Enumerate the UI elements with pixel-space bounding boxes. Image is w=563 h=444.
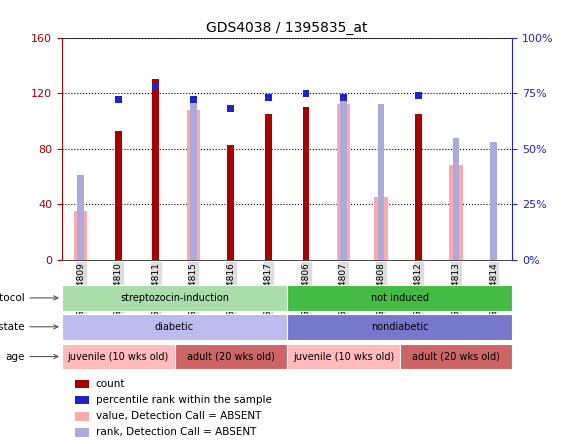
Text: value, Detection Call = ABSENT: value, Detection Call = ABSENT (96, 411, 261, 421)
Bar (227, 145, 234, 260)
Bar (287, 285, 512, 311)
Text: count: count (96, 379, 125, 389)
Bar (227, 105, 234, 112)
Bar (378, 104, 385, 260)
Text: percentile rank within the sample: percentile rank within the sample (96, 395, 271, 405)
Text: not induced: not induced (370, 293, 429, 303)
Text: GSM174808: GSM174808 (377, 262, 386, 317)
Bar (302, 90, 309, 97)
Bar (287, 314, 512, 340)
Text: rank, Detection Call = ABSENT: rank, Detection Call = ABSENT (96, 427, 256, 437)
Bar (75, 396, 89, 404)
Text: GSM174806: GSM174806 (301, 262, 310, 317)
Bar (77, 175, 84, 260)
Bar (153, 79, 159, 260)
Bar (115, 96, 122, 103)
Text: GSM174813: GSM174813 (452, 262, 461, 317)
Text: GSM174807: GSM174807 (339, 262, 348, 317)
Bar (265, 114, 272, 260)
Bar (153, 83, 159, 90)
Bar (337, 104, 350, 260)
Text: GSM174815: GSM174815 (189, 262, 198, 317)
Text: GSM174810: GSM174810 (114, 262, 123, 317)
Text: nondiabetic: nondiabetic (371, 322, 428, 332)
Bar (340, 100, 347, 260)
Bar (287, 344, 400, 369)
Bar (187, 110, 200, 260)
Bar (265, 94, 272, 101)
Bar (415, 92, 422, 99)
Text: adult (20 wks old): adult (20 wks old) (412, 352, 500, 361)
Bar (302, 107, 309, 260)
Bar (374, 197, 387, 260)
Bar (75, 380, 89, 388)
Bar (115, 131, 122, 260)
Text: streptozocin-induction: streptozocin-induction (120, 293, 229, 303)
Text: GSM174811: GSM174811 (151, 262, 160, 317)
Bar (75, 428, 89, 437)
Text: GSM174814: GSM174814 (489, 262, 498, 317)
Bar (62, 314, 287, 340)
Text: GSM174817: GSM174817 (264, 262, 273, 317)
Text: GSM174816: GSM174816 (226, 262, 235, 317)
Text: adult (20 wks old): adult (20 wks old) (187, 352, 275, 361)
Title: GDS4038 / 1395835_at: GDS4038 / 1395835_at (207, 21, 368, 36)
Text: age: age (5, 352, 58, 361)
Text: diabetic: diabetic (155, 322, 194, 332)
Bar (74, 211, 87, 260)
Bar (453, 138, 459, 260)
Text: juvenile (10 wks old): juvenile (10 wks old) (293, 352, 394, 361)
Bar (340, 94, 347, 101)
Text: GSM174812: GSM174812 (414, 262, 423, 317)
Bar (190, 102, 196, 260)
Bar (62, 344, 175, 369)
Bar (400, 344, 512, 369)
Bar (175, 344, 287, 369)
Bar (415, 114, 422, 260)
Bar (62, 285, 287, 311)
Bar (190, 96, 196, 103)
Text: juvenile (10 wks old): juvenile (10 wks old) (68, 352, 169, 361)
Bar (75, 412, 89, 420)
Text: protocol: protocol (0, 293, 58, 303)
Bar (449, 166, 463, 260)
Bar (490, 142, 497, 260)
Text: GSM174809: GSM174809 (76, 262, 85, 317)
Text: disease state: disease state (0, 322, 58, 332)
